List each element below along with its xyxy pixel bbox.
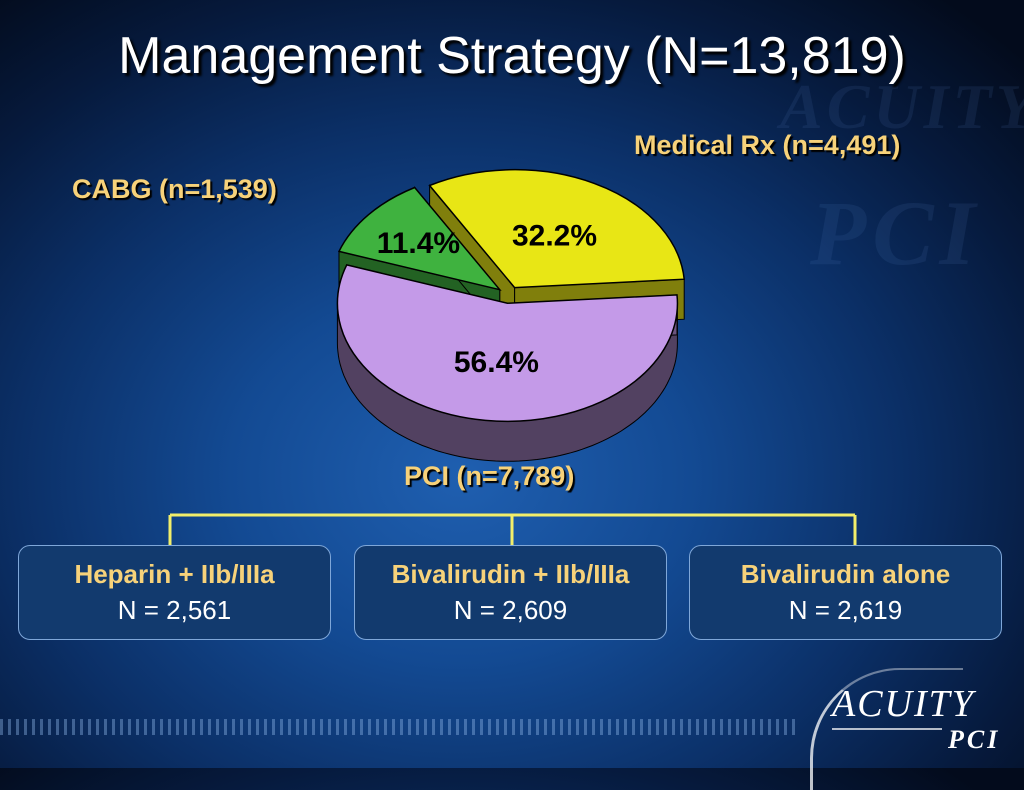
arm-count: N = 2,561 (117, 595, 232, 625)
arm-box-heparin: Heparin + IIb/IIIa N = 2,561 (18, 545, 331, 640)
arm-name: Bivalirudin + IIb/IIIa (391, 559, 630, 589)
arm-box-bivalirudin-alone: Bivalirudin alone N = 2,619 (689, 545, 1002, 640)
chart-title: Management Strategy (N=13,819) (118, 27, 906, 85)
pie-percent-label-1: 56.4% (454, 346, 539, 379)
pie-percent-label-2: 11.4% (377, 227, 460, 260)
pie-slice-0 (428, 168, 686, 289)
pie-slice-1 (336, 264, 679, 423)
connector-lines (168, 513, 857, 545)
pie-percent-label-0: 32.2% (512, 220, 597, 253)
decorative-dash-strip (0, 719, 800, 735)
logo-pci-text: PCI (948, 725, 1001, 754)
arm-name: Bivalirudin alone (740, 559, 951, 589)
arm-count: N = 2,609 (453, 595, 568, 625)
arm-box-bivalirudin-iib: Bivalirudin + IIb/IIIa N = 2,609 (354, 545, 667, 640)
acuity-pci-logo: ACUITY PCI (810, 668, 1010, 790)
arm-name: Heparin + IIb/IIIa (74, 559, 275, 589)
logo-rule (832, 728, 942, 730)
logo-acuity-text: ACUITY (832, 683, 975, 725)
pie-slice-2 (337, 186, 502, 291)
slice-label-medical: Medical Rx (n=4,491) (634, 130, 901, 160)
pci-tree-connector (168, 513, 857, 545)
slice-label-pci: PCI (n=7,789) (404, 461, 575, 491)
slice-label-cabg: CABG (n=1,539) (72, 174, 277, 204)
arm-count: N = 2,619 (788, 595, 903, 625)
pie-chart: 32.2% 56.4% 11.4% (336, 168, 686, 462)
